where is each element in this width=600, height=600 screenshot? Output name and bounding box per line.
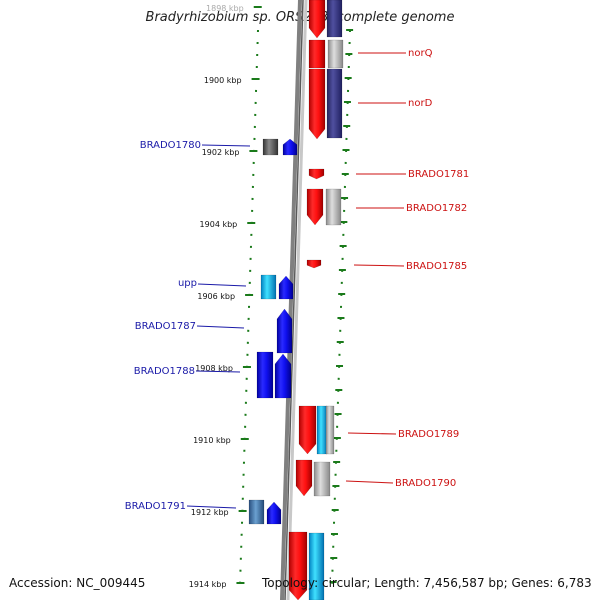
- gene-blue-1791[interactable]: [266, 501, 282, 525]
- gene-gray-1780[interactable]: [262, 138, 279, 156]
- gene-BRADO1780[interactable]: [282, 138, 298, 156]
- gene-cyan-1789[interactable]: [316, 405, 328, 455]
- left-guide-dots: [239, 29, 259, 586]
- leader-line-right: [345, 480, 394, 484]
- scale-tick-label: 1914 kbp: [189, 580, 227, 589]
- gene-BRADO1782[interactable]: [306, 188, 324, 226]
- leader-line-right: [353, 264, 405, 267]
- axis-shadow-line: [286, 0, 308, 600]
- gene-norD[interactable]: [308, 68, 326, 140]
- genome-axis-edge: [284, 0, 304, 600]
- right-guide-dots: [331, 29, 351, 586]
- gene-label-right[interactable]: BRADO1789: [398, 429, 459, 440]
- gene-gray-norQ[interactable]: [327, 39, 344, 69]
- gene-BRADO1789[interactable]: [298, 405, 317, 455]
- gene-BRADO1787[interactable]: [276, 308, 293, 354]
- gene-norQ[interactable]: [308, 39, 326, 69]
- gene-label-right[interactable]: BRADO1785: [406, 261, 467, 272]
- gene-label-left[interactable]: BRADO1788: [134, 366, 195, 377]
- gene-label-right[interactable]: norD: [408, 98, 433, 109]
- accession-label: Accession: NC_009445: [9, 576, 146, 590]
- gene-upp[interactable]: [260, 274, 277, 300]
- gene-label-left[interactable]: BRADO1791: [125, 501, 186, 512]
- leader-line-left: [195, 370, 241, 373]
- gene-BRADO1788[interactable]: [256, 351, 274, 399]
- gene-label-right[interactable]: BRADO1790: [395, 478, 456, 489]
- leader-line-left: [201, 144, 251, 147]
- leader-line-right: [347, 432, 397, 435]
- gene-label-right[interactable]: BRADO1781: [408, 169, 469, 180]
- scale-tick-label: 1908 kbp: [195, 364, 233, 373]
- gene-gray-1782[interactable]: [325, 188, 342, 226]
- gene-cyan-bottom[interactable]: [308, 532, 325, 600]
- gene-blue-upp[interactable]: [278, 275, 294, 300]
- gene-navy-top[interactable]: [326, 0, 343, 38]
- scale-tick-label: 1910 kbp: [193, 436, 231, 445]
- scale-tick-label: 1898 kbp: [206, 4, 244, 13]
- scale-tick-label: 1900 kbp: [204, 76, 242, 85]
- leader-line-left: [197, 283, 247, 287]
- gene-red-bottom[interactable]: [288, 531, 308, 600]
- gene-red-top[interactable]: [308, 0, 326, 39]
- gene-label-left[interactable]: BRADO1787: [135, 321, 196, 332]
- gene-label-left[interactable]: BRADO1780: [140, 140, 201, 151]
- gene-label-right[interactable]: norQ: [408, 48, 433, 59]
- scale-tick-label: 1912 kbp: [191, 508, 229, 517]
- leader-line-left: [186, 505, 237, 509]
- leader-line-left: [196, 325, 245, 329]
- scale-tick-label: 1904 kbp: [200, 220, 238, 229]
- gene-navy-norD[interactable]: [326, 68, 343, 139]
- topology-label: Topology: circular; Length: 7,456,587 bp…: [262, 576, 592, 590]
- scale-tick-label: 1902 kbp: [202, 148, 240, 157]
- scale-tick-label: 1906 kbp: [197, 292, 235, 301]
- gene-BRADO1791[interactable]: [248, 499, 265, 525]
- genome-axis-line: [280, 0, 302, 600]
- gene-label-left[interactable]: upp: [178, 278, 197, 289]
- gene-gray-1790[interactable]: [313, 461, 331, 497]
- gene-BRADO1785[interactable]: [306, 259, 322, 269]
- gene-BRADO1781[interactable]: [308, 168, 325, 180]
- gene-BRADO1790[interactable]: [295, 459, 313, 497]
- gene-blue-1788[interactable]: [274, 353, 292, 399]
- gene-label-right[interactable]: BRADO1782: [406, 203, 467, 214]
- gene-gray-1789[interactable]: [325, 405, 335, 455]
